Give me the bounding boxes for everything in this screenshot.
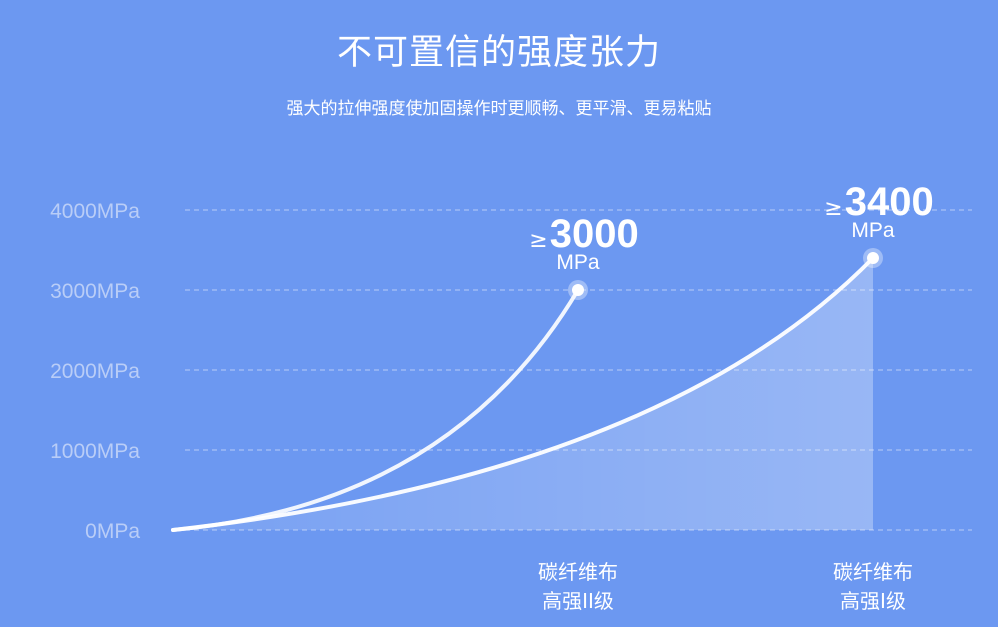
x-category-label: 高强I级 [840, 589, 906, 613]
label-value: 3000 [550, 212, 639, 256]
y-tick-label: 2000MPa [50, 360, 140, 383]
x-category-label: 碳纤维布 [833, 560, 913, 584]
data-label: ≥3400 [824, 180, 933, 224]
series-line [171, 256, 875, 532]
data-point [867, 252, 879, 264]
y-tick-label: 1000MPa [50, 440, 140, 463]
label-unit: MPa [851, 219, 895, 242]
y-tick-label: 0MPa [85, 520, 140, 543]
x-category-label: 碳纤维布 [538, 560, 618, 584]
page-subtitle: 强大的拉伸强度使加固操作时更顺畅、更平滑、更易粘贴 [286, 99, 712, 119]
page-title: 不可置信的强度张力 [336, 33, 661, 73]
area-fill [173, 258, 873, 530]
data-point [572, 284, 584, 296]
x-category-label: 高强II级 [542, 589, 614, 613]
label-unit: MPa [556, 251, 600, 274]
data-label: ≥3000 [529, 212, 638, 256]
y-tick-label: 4000MPa [50, 200, 140, 223]
label-prefix: ≥ [824, 196, 842, 221]
y-tick-label: 3000MPa [50, 280, 140, 303]
label-prefix: ≥ [529, 228, 547, 253]
label-value: 3400 [845, 180, 934, 224]
